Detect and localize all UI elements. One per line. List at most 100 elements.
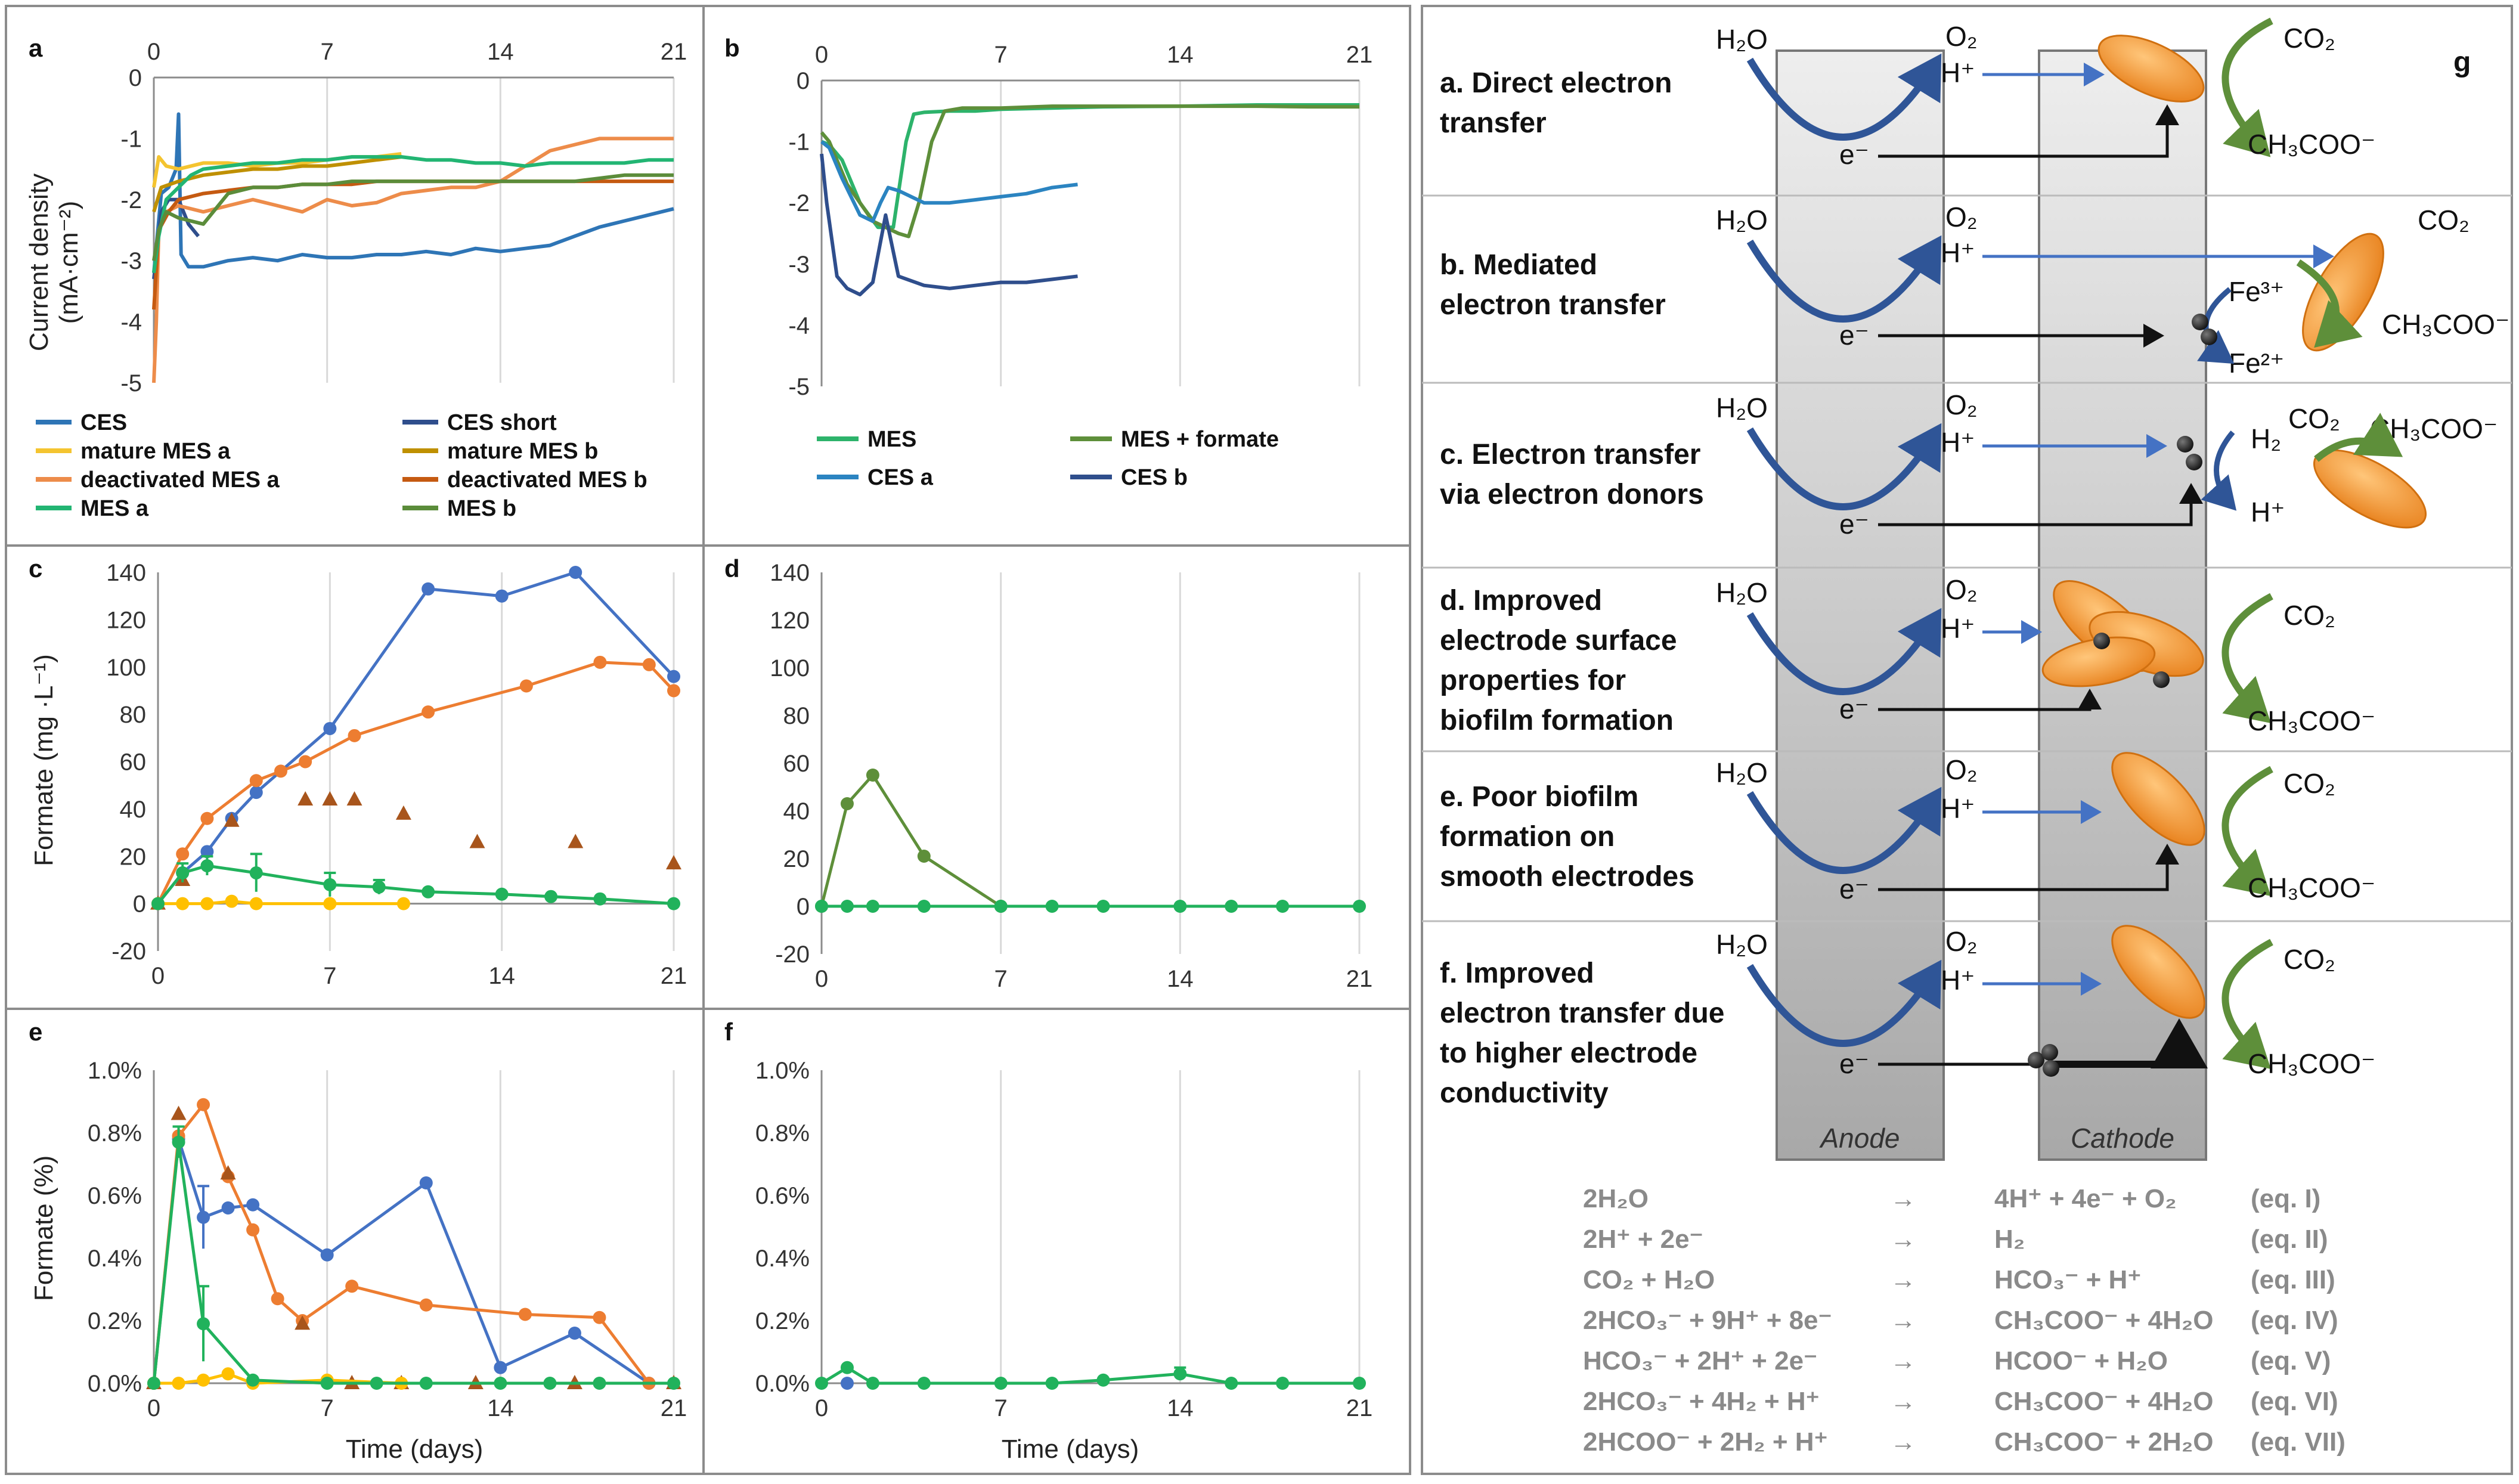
y-tick-label: -2 bbox=[788, 190, 810, 216]
data-point-ces bbox=[221, 1201, 235, 1215]
acetate-label: CH₃COO⁻ bbox=[2382, 309, 2509, 340]
co2-reduction-arrow bbox=[2221, 938, 2273, 1069]
data-point-mes bbox=[419, 1377, 433, 1390]
hplus-label-c: H⁺ bbox=[2251, 497, 2285, 528]
data-point-deactivated-mes-a bbox=[249, 774, 263, 788]
data-point-deactivated-mes-a bbox=[345, 1279, 359, 1293]
data-point-ces bbox=[495, 589, 509, 603]
row-d-title-2: electrode surface bbox=[1440, 625, 1677, 656]
y-tick-label: 0.0% bbox=[755, 1371, 810, 1397]
series-line-deactivated-mes-a bbox=[152, 1103, 650, 1384]
x-tick-label: 21 bbox=[1346, 966, 1373, 992]
x-tick-label: 14 bbox=[487, 1395, 514, 1421]
data-point-deactivated-mes-a bbox=[593, 655, 607, 669]
panel-letter-d: d bbox=[724, 554, 740, 583]
data-point-mes bbox=[320, 1377, 334, 1390]
row-a-diagram: H₂O O₂ H⁺ e⁻ CO₂ CH₃COO⁻ bbox=[1716, 17, 2375, 170]
equation-label: (eq. III) bbox=[2251, 1265, 2335, 1294]
data-point-mes bbox=[422, 885, 435, 899]
data-point-mes bbox=[840, 1361, 854, 1374]
electron-arrow bbox=[1878, 689, 2102, 711]
electrode-particle bbox=[2153, 671, 2170, 688]
data-point-deactivated-mes-b bbox=[395, 805, 411, 820]
legend-label-mature-mes-a: mature MES a bbox=[80, 439, 231, 464]
y-tick-label: 0.4% bbox=[88, 1246, 142, 1272]
hplus-label: H⁺ bbox=[1941, 965, 1975, 996]
data-point-ces bbox=[419, 1176, 433, 1189]
hplus-label: H⁺ bbox=[1941, 613, 1975, 644]
y-tick-label: 100 bbox=[770, 655, 810, 681]
equation-label: (eq. V) bbox=[2251, 1346, 2331, 1375]
schematic-frame bbox=[1421, 5, 2513, 1475]
schematic-g: Anode Cathode g a. Direct electron trans… bbox=[1422, 17, 2512, 1457]
equation-label: (eq. I) bbox=[2251, 1184, 2320, 1213]
data-point-mes bbox=[1096, 900, 1110, 913]
y-tick-label: 0.2% bbox=[88, 1308, 142, 1334]
row-d-diagram: H₂O O₂ H⁺ e⁻ CO₂ CH₃COO⁻ bbox=[1716, 574, 2375, 736]
y-tick-label: 0 bbox=[133, 891, 146, 918]
x-tick-label: 21 bbox=[661, 963, 687, 989]
electrode-particle bbox=[2041, 1044, 2058, 1061]
electrode-particle bbox=[2093, 633, 2110, 649]
ylabel-a-line1: Current density bbox=[24, 174, 54, 351]
electron-label: e⁻ bbox=[1839, 509, 1869, 540]
data-point-mes bbox=[1173, 1367, 1187, 1381]
charts-frame bbox=[5, 5, 1411, 1475]
h2o-label: H₂O bbox=[1716, 205, 1768, 236]
data-point-deactivated-mes-a bbox=[176, 847, 190, 861]
data-point-mes-formate bbox=[917, 850, 931, 863]
row-f-title-4: conductivity bbox=[1440, 1077, 1609, 1109]
electron-label: e⁻ bbox=[1839, 139, 1869, 170]
panel-letter-c: c bbox=[29, 554, 42, 583]
data-point-mature-mes bbox=[221, 1367, 235, 1381]
x-tick-label: 0 bbox=[151, 963, 165, 989]
y-tick-label: 120 bbox=[106, 607, 146, 633]
anode-water-oxidation-arrow bbox=[1746, 423, 1942, 510]
electron-label: e⁻ bbox=[1839, 320, 1869, 351]
series-line-mature-mes bbox=[158, 900, 404, 906]
data-point-mes bbox=[1353, 900, 1366, 913]
data-point-ces bbox=[422, 582, 435, 596]
x-tick-label: 0 bbox=[815, 42, 828, 68]
series-line-mes-formate bbox=[820, 104, 1359, 238]
row-b-title-2: electron transfer bbox=[1440, 289, 1666, 321]
legend-label-ces-b: CES b bbox=[1121, 465, 1188, 490]
data-point-ces bbox=[569, 566, 583, 579]
co2-label: CO₂ bbox=[2283, 23, 2335, 54]
data-point-mes bbox=[246, 1373, 260, 1387]
o2-label: O₂ bbox=[1945, 389, 1978, 420]
series-line-deactivated-mes-a bbox=[152, 137, 674, 383]
legend-label-deactivated-mes-b: deactivated MES b bbox=[447, 467, 647, 492]
data-point-deactivated-mes-a bbox=[271, 1292, 284, 1306]
series-line-mes bbox=[820, 103, 1359, 230]
data-point-ces bbox=[667, 670, 680, 683]
legend-a: CES CES short mature MES a mature MES b … bbox=[36, 410, 647, 521]
x-tick-label: 7 bbox=[994, 1395, 1008, 1421]
chart-a: 0 7 14 21 0 -1 -2 -3 -4 -5 bbox=[120, 39, 687, 396]
y-tick-label: 1.0% bbox=[88, 1058, 142, 1084]
row-c-title-2: via electron donors bbox=[1440, 479, 1704, 510]
anode-water-oxidation-arrow bbox=[1746, 959, 1942, 1047]
equation-arrow: → bbox=[1890, 1265, 1916, 1294]
data-point-deactivated-mes-a bbox=[519, 679, 533, 693]
y-tick-label: -1 bbox=[120, 126, 142, 152]
data-point-deactivated-mes-a bbox=[246, 1223, 260, 1237]
data-point-mes bbox=[323, 878, 337, 891]
y-tick-label: -1 bbox=[788, 129, 810, 156]
x-tick-label: 21 bbox=[661, 39, 687, 65]
equation-label: (eq. IV) bbox=[2251, 1306, 2338, 1335]
data-point-deactivated-mes-a bbox=[422, 705, 435, 719]
data-point-deactivated-mes-a bbox=[197, 1098, 210, 1111]
equation-right: CH₃COO⁻ + 2H₂O bbox=[1994, 1427, 2214, 1457]
electron-label: e⁻ bbox=[1839, 1048, 1869, 1079]
y-tick-label: 40 bbox=[120, 797, 147, 823]
data-point-mes-formate bbox=[866, 769, 879, 782]
y-tick-label: 60 bbox=[120, 749, 147, 776]
equation-arrow: → bbox=[1890, 1184, 1916, 1213]
data-point-deactivated-mes-b bbox=[469, 834, 485, 848]
series-line-mature-mes-b bbox=[152, 155, 402, 213]
hplus-label: H⁺ bbox=[1941, 57, 1975, 88]
ylabel-e: Formate (%) bbox=[29, 1155, 58, 1301]
